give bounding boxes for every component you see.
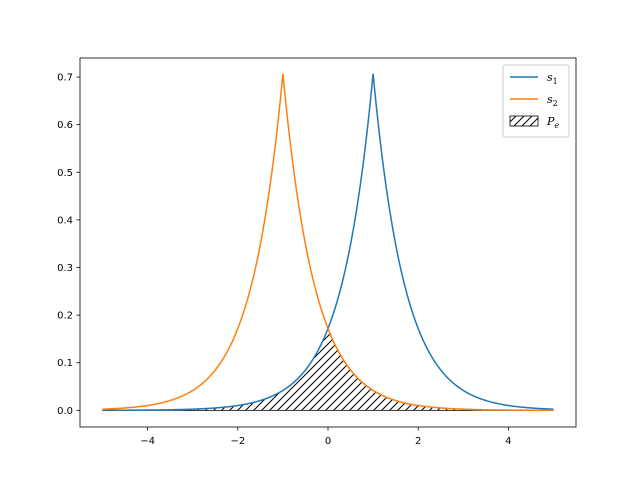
- legend-swatch-pe: [509, 115, 539, 127]
- y-tick-label: 0.1: [57, 358, 73, 369]
- x-tick-label: −4: [140, 436, 155, 447]
- y-tick-label: 0.5: [57, 168, 73, 179]
- y-tick-label: 0.3: [57, 263, 73, 274]
- series-layer: [102, 73, 554, 412]
- x-tick-label: 2: [415, 436, 421, 447]
- series-line-s2: [102, 73, 554, 412]
- y-tick-label: 0.4: [57, 215, 73, 226]
- y-axis: 0.0 0.1 0.2 0.3 0.4 0.5 0.6 0.7: [57, 73, 80, 417]
- legend-label-pe: Pe: [546, 115, 559, 130]
- legend-label-s1: s1: [547, 71, 558, 86]
- x-axis: −4 −2 0 2 4: [140, 427, 512, 447]
- y-tick-label: 0.7: [57, 73, 73, 84]
- legend: s1 s2 Pe: [502, 64, 570, 138]
- y-tick-label: 0.0: [57, 406, 73, 417]
- x-tick-label: −2: [230, 436, 245, 447]
- x-tick-label: 0: [325, 436, 331, 447]
- y-tick-label: 0.6: [57, 120, 73, 131]
- y-tick-label: 0.2: [57, 311, 73, 322]
- legend-label-s2: s2: [547, 93, 558, 108]
- x-tick-label: 4: [505, 436, 511, 447]
